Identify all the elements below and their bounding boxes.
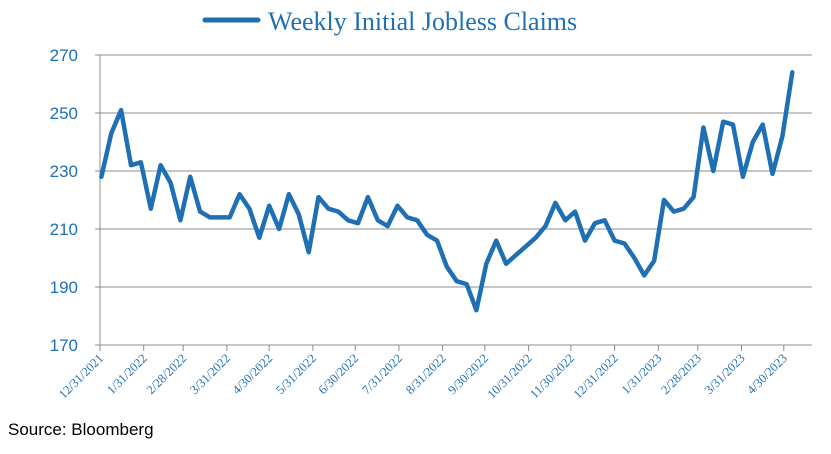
y-tick-label-230: 230 <box>50 162 78 181</box>
y-tick-label-190: 190 <box>50 278 78 297</box>
x-tick-label-13: 1/31/2023 <box>619 351 665 397</box>
x-tick-label-3: 3/31/2022 <box>187 351 233 397</box>
x-tick-label-12: 12/31/2022 <box>571 351 621 401</box>
x-tick-label-10: 10/31/2022 <box>485 351 535 401</box>
x-tick-label-16: 4/30/2023 <box>744 351 790 397</box>
x-tick-label-9: 9/30/2022 <box>445 351 491 397</box>
y-tick-label-270: 270 <box>50 46 78 65</box>
x-tick-label-6: 6/30/2022 <box>316 351 362 397</box>
x-tick-label-2: 2/28/2022 <box>144 351 190 397</box>
series-group <box>99 70 795 313</box>
x-tick-label-4: 4/30/2022 <box>230 351 276 397</box>
gridlines <box>100 54 812 288</box>
x-tick-label-7: 7/31/2022 <box>359 351 405 397</box>
x-tick-label-11: 11/30/2022 <box>527 351 577 401</box>
y-tick-label-170: 170 <box>50 336 78 355</box>
legend: Weekly Initial Jobless Claims <box>202 7 577 36</box>
x-tick-label-5: 5/31/2022 <box>273 351 319 397</box>
x-tick-label-15: 3/31/2023 <box>702 351 748 397</box>
x-axis-ticks: 12/31/20211/31/20222/28/20223/31/20224/3… <box>56 345 790 401</box>
x-tick-label-1: 1/31/2022 <box>104 351 150 397</box>
source-note: Source: Bloomberg <box>8 420 154 439</box>
y-tick-label-210: 210 <box>50 220 78 239</box>
x-tick-label-0: 12/31/2021 <box>56 351 106 401</box>
x-axis <box>99 55 812 346</box>
x-tick-label-14: 2/28/2023 <box>658 351 704 397</box>
x-tick-label-8: 8/31/2022 <box>403 351 449 397</box>
y-axis-ticks: 170 190 210 230 250 270 <box>50 46 100 355</box>
y-tick-label-250: 250 <box>50 104 78 123</box>
legend-label: Weekly Initial Jobless Claims <box>268 7 577 36</box>
series-line-0 <box>99 70 795 313</box>
